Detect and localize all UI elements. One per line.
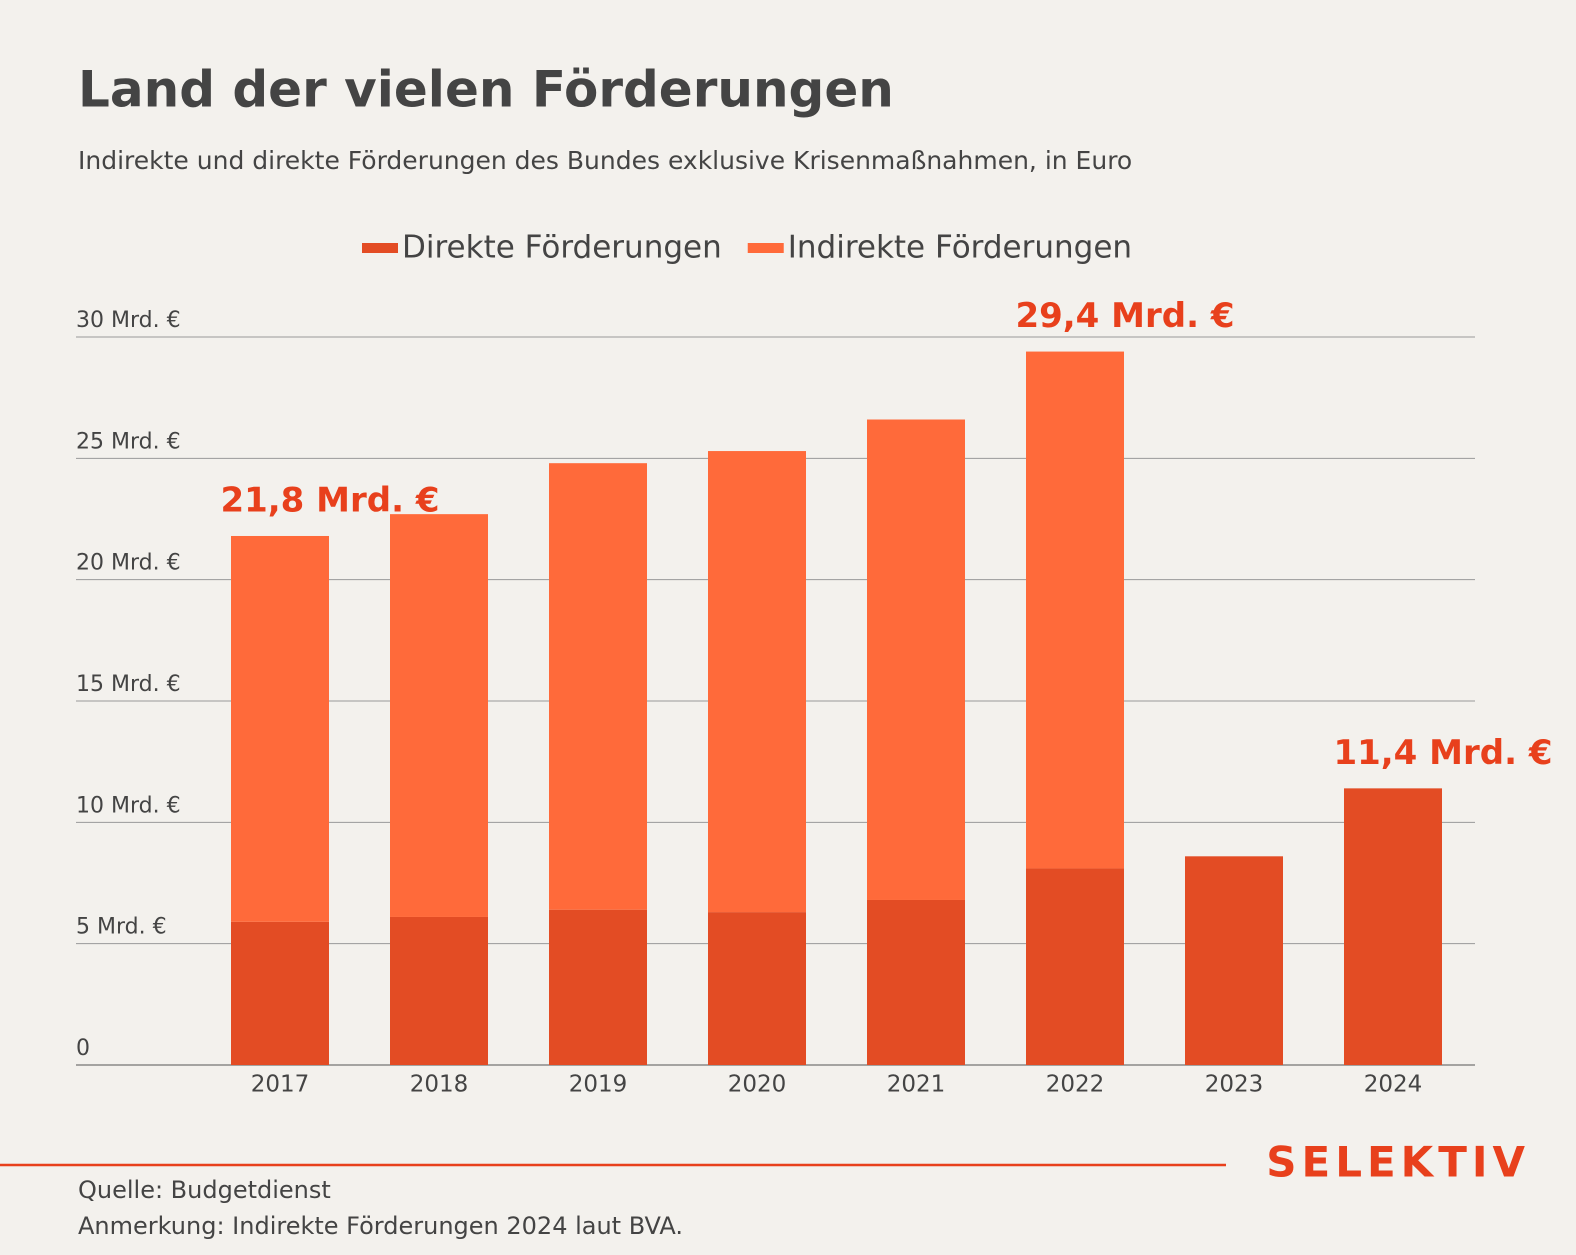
x-tick-label: 2022 [1046,1072,1105,1098]
source-note: Quelle: Budgetdienst [78,1176,331,1204]
x-tick-label: 2020 [728,1072,787,1098]
bar-segment [708,451,806,913]
y-tick-label: 30 Mrd. € [76,308,181,333]
y-tick-label: 15 Mrd. € [76,672,181,697]
total-label: 29,4 Mrd. € [1015,296,1234,336]
x-tick-label: 2021 [887,1072,946,1098]
bar-segment [549,463,647,910]
legend-swatch [362,243,398,253]
legend-swatch [747,243,784,253]
total-label: 11,4 Mrd. € [1333,733,1552,773]
bar-segment [1026,868,1124,1065]
legend-label: Indirekte Förderungen [788,230,1132,266]
chart-title: Land der vielen Förderungen [78,61,894,119]
bar-segment [708,912,806,1065]
y-tick-label: 0 [76,1036,90,1061]
brand-logo: SELEKTIV [1266,1138,1530,1187]
bar-segment [390,514,488,917]
bar-segment [549,909,647,1065]
bar-segment [1344,788,1442,1065]
x-tick-label: 2018 [410,1072,469,1098]
y-tick-label: 20 Mrd. € [76,551,181,576]
footnote: Anmerkung: Indirekte Förderungen 2024 la… [78,1212,683,1240]
bar-segment [867,419,965,900]
bar-segment [1026,351,1124,869]
total-label: 21,8 Mrd. € [220,480,439,520]
x-tick-label: 2024 [1364,1072,1423,1098]
bar-segment [231,535,329,922]
legend-label: Direkte Förderungen [402,230,722,266]
x-tick-label: 2019 [569,1072,628,1098]
bar-segment [390,916,488,1065]
y-tick-label: 10 Mrd. € [76,793,181,818]
x-tick-label: 2023 [1205,1072,1264,1098]
y-tick-label: 25 Mrd. € [76,429,181,454]
chart-subtitle: Indirekte und direkte Förderungen des Bu… [78,146,1132,175]
bar-segment [867,899,965,1065]
bar-segment [231,921,329,1065]
x-tick-label: 2017 [251,1072,310,1098]
y-tick-label: 5 Mrd. € [76,915,167,940]
bar-segment [1185,856,1283,1065]
